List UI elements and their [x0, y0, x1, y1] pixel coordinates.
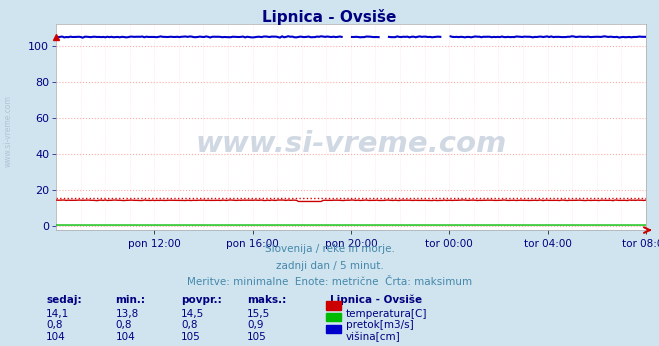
Text: temperatura[C]: temperatura[C]: [346, 309, 428, 319]
Text: 0,8: 0,8: [46, 320, 63, 330]
Text: Meritve: minimalne  Enote: metrične  Črta: maksimum: Meritve: minimalne Enote: metrične Črta:…: [187, 277, 472, 287]
Text: sedaj:: sedaj:: [46, 295, 82, 305]
Text: 104: 104: [115, 332, 135, 342]
Text: maks.:: maks.:: [247, 295, 287, 305]
Text: 0,8: 0,8: [181, 320, 198, 330]
Text: 14,5: 14,5: [181, 309, 204, 319]
Text: Lipnica - Ovsiše: Lipnica - Ovsiše: [330, 295, 422, 305]
Text: 105: 105: [181, 332, 201, 342]
Text: pretok[m3/s]: pretok[m3/s]: [346, 320, 414, 330]
Text: www.si-vreme.com: www.si-vreme.com: [195, 130, 507, 158]
Text: 0,9: 0,9: [247, 320, 264, 330]
Text: 105: 105: [247, 332, 267, 342]
Text: min.:: min.:: [115, 295, 146, 305]
Text: Slovenija / reke in morje.: Slovenija / reke in morje.: [264, 244, 395, 254]
Text: višina[cm]: višina[cm]: [346, 332, 401, 343]
Text: zadnji dan / 5 minut.: zadnji dan / 5 minut.: [275, 261, 384, 271]
Text: 13,8: 13,8: [115, 309, 138, 319]
Text: 14,1: 14,1: [46, 309, 69, 319]
Text: povpr.:: povpr.:: [181, 295, 222, 305]
Text: 15,5: 15,5: [247, 309, 270, 319]
Text: www.si-vreme.com: www.si-vreme.com: [3, 95, 13, 167]
Text: 0,8: 0,8: [115, 320, 132, 330]
Text: 104: 104: [46, 332, 66, 342]
Text: Lipnica - Ovsiše: Lipnica - Ovsiše: [262, 9, 397, 25]
